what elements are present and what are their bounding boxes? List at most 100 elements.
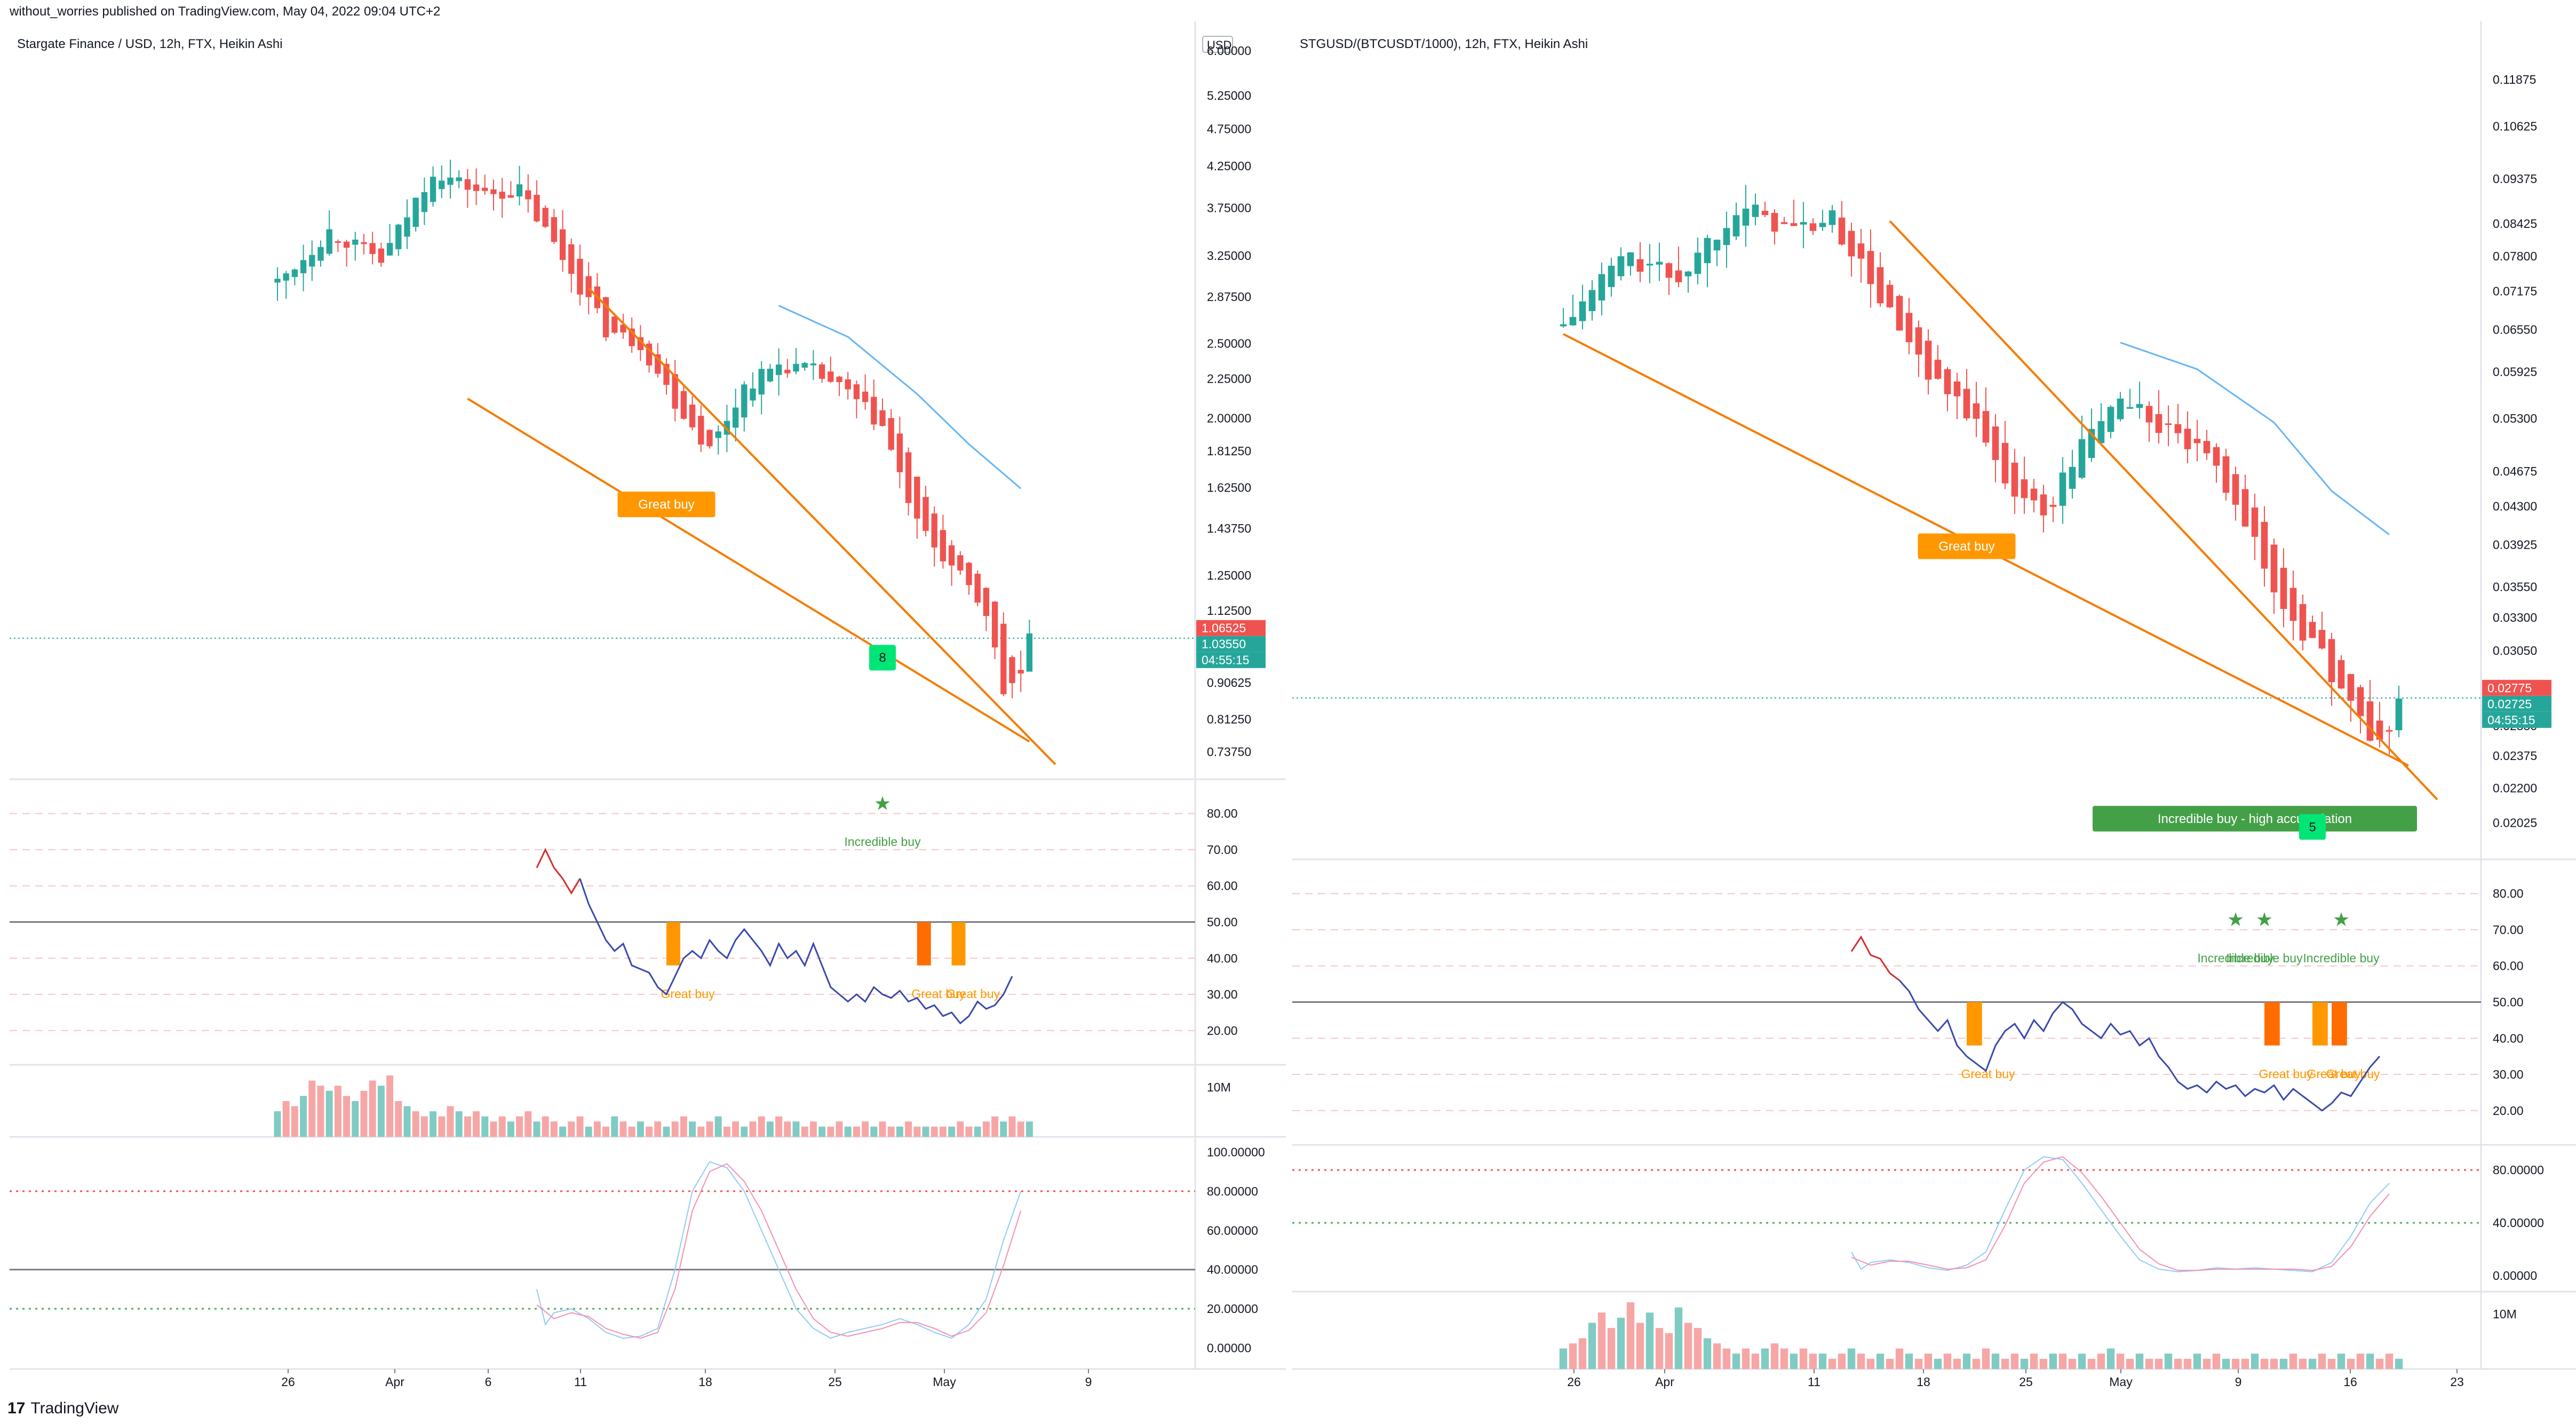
publish-info: without_worries published on TradingView… — [10, 4, 441, 19]
great-buy-label: Great buy — [2259, 1067, 2313, 1081]
candle-body — [1915, 327, 1922, 355]
volume-bar — [1703, 1338, 1712, 1369]
volume-bar — [896, 1126, 903, 1137]
oscillator-level-label: 40.00 — [2493, 1031, 2524, 1045]
candle-body — [1780, 222, 1788, 224]
volume-bar — [490, 1121, 497, 1137]
candle-body — [1877, 267, 1884, 304]
candle-body — [2174, 424, 2182, 433]
volume-bar — [2366, 1354, 2374, 1369]
volume-bar — [1905, 1354, 1913, 1369]
signal-badge — [869, 645, 896, 671]
stoch-level-label: 40.00000 — [2493, 1216, 2544, 1230]
candle-body — [1867, 251, 1874, 284]
candle-body — [2059, 472, 2066, 506]
volume-bar — [576, 1116, 584, 1137]
volume-bar — [1799, 1348, 1808, 1369]
volume-bar — [464, 1116, 471, 1137]
y-tick-label: 3.75000 — [1207, 201, 1251, 215]
signal-badge — [1918, 533, 2016, 559]
volume-bar — [723, 1126, 730, 1137]
volume-bar — [2193, 1354, 2201, 1369]
candle-body — [551, 217, 558, 242]
candle-body — [577, 258, 583, 295]
candle-body — [1771, 212, 1778, 232]
y-tick-label: 0.05925 — [2493, 365, 2537, 378]
candle-body — [940, 530, 947, 561]
chart-right[interactable]: STGUSD/(BTCUSDT/1000), 12h, FTX, Heikin … — [1291, 21, 2576, 1409]
volume-bar — [862, 1121, 869, 1137]
signal-label: 8 — [879, 651, 886, 665]
chart-left[interactable]: Stargate Finance / USD, 12h, FTX, Heikin… — [0, 21, 1286, 1409]
volume-bar — [300, 1096, 307, 1137]
volume-bar — [1617, 1317, 1625, 1369]
y-tick-label: 0.81250 — [1207, 713, 1251, 726]
chart-title: STGUSD/(BTCUSDT/1000), 12h, FTX, Heikin … — [1300, 37, 1588, 51]
candle-body — [2289, 588, 2297, 621]
volume-bar — [654, 1121, 662, 1137]
candle-body — [2241, 489, 2249, 527]
volume-bar — [619, 1121, 627, 1137]
oscillator-level-label: 60.00 — [1207, 879, 1238, 893]
volume-bar — [2010, 1354, 2019, 1369]
y-tick-label: 0.90625 — [1207, 676, 1251, 690]
x-tick-label: 16 — [2343, 1375, 2357, 1389]
volume-bar — [2106, 1348, 2115, 1369]
volume-bar — [568, 1121, 575, 1137]
volume-bar — [533, 1121, 540, 1137]
candle-body — [957, 555, 964, 571]
y-tick-label: 0.73750 — [1207, 745, 1251, 758]
oscillator-level-label: 20.00 — [1207, 1024, 1238, 1038]
volume-bar — [689, 1121, 696, 1137]
volume-bar — [1962, 1354, 1971, 1369]
volume-bar — [291, 1106, 298, 1137]
candle-body — [1026, 633, 1033, 672]
candle-body — [2021, 479, 2028, 499]
candle-body — [1627, 252, 1634, 266]
candle-body — [1982, 411, 1990, 443]
x-tick-label: May — [933, 1375, 956, 1389]
volume-axis-label: 10M — [2493, 1307, 2517, 1321]
x-tick-label: 26 — [1567, 1375, 1581, 1389]
candle-body — [853, 384, 860, 399]
candle-body — [1560, 324, 1567, 327]
volume-bar — [957, 1121, 964, 1137]
candle-body — [1704, 238, 1711, 264]
oscillator-line-red — [536, 848, 581, 895]
y-tick-label: 0.11875 — [2493, 73, 2536, 86]
candle-body — [983, 588, 990, 616]
volume-bar — [1818, 1354, 1827, 1369]
volume-bar — [1008, 1116, 1016, 1137]
volume-bar — [386, 1075, 394, 1137]
volume-bar — [507, 1121, 514, 1137]
volume-bar — [732, 1121, 740, 1137]
stoch-k-line — [536, 1161, 1022, 1339]
candle-body — [2386, 730, 2393, 732]
stoch-level-label: 100.00000 — [1207, 1145, 1265, 1159]
volume-bar — [369, 1080, 376, 1137]
candle-body — [1636, 259, 1644, 272]
volume-bar — [2183, 1358, 2192, 1369]
candle-body — [1963, 389, 1970, 418]
candle-body — [2318, 630, 2326, 648]
volume-bar — [2308, 1358, 2317, 1369]
candle-body — [810, 363, 817, 366]
candle-body — [637, 337, 644, 350]
volume-bar — [1886, 1358, 1894, 1369]
volume-bar — [2299, 1358, 2307, 1369]
volume-bar — [939, 1126, 947, 1137]
candle-body — [2145, 406, 2153, 423]
candle-body — [991, 602, 998, 648]
volume-bar — [1991, 1354, 2000, 1369]
volume-bar — [2126, 1358, 2134, 1369]
oscillator-level-label: 50.00 — [1207, 915, 1238, 929]
x-tick-label: 9 — [2235, 1375, 2242, 1389]
candle-body — [2261, 521, 2268, 569]
candle-body — [1925, 341, 1932, 380]
volume-bar — [2203, 1358, 2211, 1369]
candle-body — [732, 407, 739, 428]
volume-bar — [671, 1121, 679, 1137]
candle-body — [888, 418, 894, 450]
volume-bar — [1857, 1354, 1865, 1369]
volume-bar — [2058, 1354, 2067, 1369]
